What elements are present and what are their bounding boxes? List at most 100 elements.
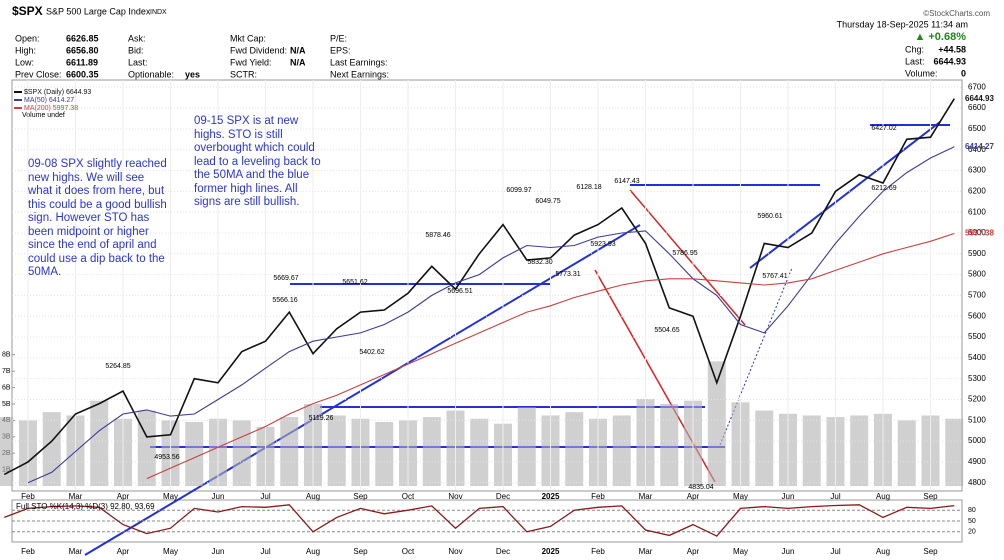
series-line <box>3 98 955 476</box>
volume-bar <box>802 415 821 486</box>
note: 09-15 SPX is at new highs. STO is still … <box>194 115 321 208</box>
volume-bar <box>707 361 726 486</box>
quote-value: 6611.89 <box>66 57 98 67</box>
x-tick-label: May <box>733 547 748 556</box>
x-tick-label: Nov <box>448 492 462 501</box>
price-annotation: 5651.62 <box>342 279 367 286</box>
sto-tick-label: 50 <box>968 518 976 525</box>
quote-label: P/E: <box>330 33 347 43</box>
volume-bar <box>422 417 441 486</box>
y-tick-label: 6000 <box>968 228 986 237</box>
y-tick-label: 6300 <box>968 166 986 175</box>
series-line <box>27 146 955 484</box>
quote-label: Chg: <box>905 44 924 54</box>
date: Thursday 18-Sep-2025 11:34 am <box>837 19 968 29</box>
legend-label: MA(50) 6414.27 <box>24 97 74 104</box>
x-tick-label: Mar <box>69 547 83 556</box>
price-annotation: 4953.56 <box>154 454 179 461</box>
x-tick-label: Apr <box>117 492 130 501</box>
quote-value: 6626.85 <box>66 33 99 43</box>
y-tick-label: 5200 <box>968 395 986 404</box>
volume-bar <box>517 407 536 486</box>
x-tick-label: Oct <box>402 492 415 501</box>
y-tick-label: 6700 <box>968 82 986 91</box>
x-tick-label: 2025 <box>542 492 560 501</box>
quote-label: High: <box>15 45 36 55</box>
volume-bar <box>232 420 251 486</box>
quote-label: Last: <box>905 56 925 66</box>
quote-label: Mkt Cap: <box>230 33 266 43</box>
price-annotation: 5878.46 <box>425 232 450 239</box>
volume-bar <box>612 415 631 486</box>
y-tick-label: 6600 <box>968 103 986 112</box>
price-annotation: 5566.16 <box>272 297 297 304</box>
sto-legend: Full STO %K(14,3) %D(3) 92.80, 93.69 <box>16 502 155 511</box>
volume-bar <box>565 412 584 486</box>
y-tick-label: 5300 <box>968 374 986 383</box>
volume-bar <box>375 422 394 486</box>
volume-bar <box>897 420 916 486</box>
y-tick-label: 4900 <box>968 457 986 466</box>
price-annotation: 5773.31 <box>555 271 580 278</box>
x-tick-label: Jun <box>212 492 225 501</box>
note: 09-08 SPX slightly reached new highs. We… <box>28 158 167 278</box>
price-panel <box>11 79 963 492</box>
x-tick-label: Aug <box>876 492 890 501</box>
price-annotation: 5923.93 <box>590 241 615 248</box>
price-annotation: 6099.97 <box>506 187 531 194</box>
last-value-label: 6414.27 <box>965 142 994 151</box>
y-tick-label: 5800 <box>968 270 986 279</box>
price-annotation: 5832.30 <box>527 259 552 266</box>
x-tick-label: Sep <box>923 547 938 556</box>
price-annotation: 5264.85 <box>105 363 130 370</box>
sto-tick-label: 80 <box>968 507 976 514</box>
y-tick-label: 6100 <box>968 207 986 216</box>
y-tick-label: 5600 <box>968 311 986 320</box>
volume-bar <box>42 412 61 486</box>
quote-label: Fwd Yield: <box>230 57 272 67</box>
y-tick-label: 5000 <box>968 436 986 445</box>
price-annotation: 5669.67 <box>273 275 298 282</box>
source: ©StockCharts.com <box>923 9 990 18</box>
quote-value: 6656.80 <box>66 45 99 55</box>
quote-value: N/A <box>290 45 306 55</box>
volume-legend: Volume undef <box>22 112 65 119</box>
price-annotation: 6147.43 <box>614 178 639 185</box>
y-tick-label: 5100 <box>968 415 986 424</box>
x-tick-label: Oct <box>402 547 415 556</box>
x-tick-label: May <box>163 547 178 556</box>
y-tick-label: 5700 <box>968 291 986 300</box>
price-annotation: 5767.41 <box>762 273 787 280</box>
x-tick-label: Feb <box>591 547 605 556</box>
price-annotation: 5119.26 <box>309 415 334 422</box>
x-tick-label: Jul <box>830 547 840 556</box>
quote-label: Optionable: <box>128 69 174 79</box>
change-pct: ▲ +0.68% <box>914 31 966 43</box>
volume-bar <box>185 422 204 486</box>
x-tick-label: Apr <box>117 547 130 556</box>
y-tick-label: 6400 <box>968 145 986 154</box>
x-tick-label: Mar <box>639 547 653 556</box>
x-tick-label: Feb <box>21 492 35 501</box>
x-tick-label: May <box>733 492 748 501</box>
volume-bar <box>660 403 679 486</box>
price-annotation: 6128.18 <box>576 184 601 191</box>
quote-label: Next Earnings: <box>330 69 389 79</box>
x-tick-label: Dec <box>496 547 510 556</box>
price-annotation: 6427.02 <box>871 125 896 132</box>
quote-label: EPS: <box>330 45 351 55</box>
price-annotation: 5696.51 <box>447 288 472 295</box>
last-value-label: 5997.38 <box>965 229 994 238</box>
x-tick-label: May <box>163 492 178 501</box>
price-annotation: 6049.75 <box>535 198 560 205</box>
quote-value: +44.58 <box>938 44 966 54</box>
volume-bar <box>90 400 109 486</box>
quote-label: Prev Close: <box>15 69 62 79</box>
x-tick-label: Jul <box>260 547 270 556</box>
y-tick-label: 4800 <box>968 478 986 487</box>
x-tick-label: Nov <box>448 547 462 556</box>
quote-value: yes <box>185 69 200 79</box>
x-tick-label: Jun <box>782 547 795 556</box>
quote-label: Fwd Dividend: <box>230 45 287 55</box>
